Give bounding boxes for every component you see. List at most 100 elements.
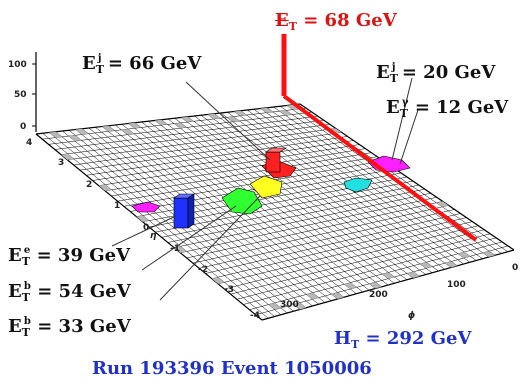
eta-tick-label: 1 (114, 201, 120, 211)
grid-line-phi (95, 127, 319, 305)
shaded-cell (286, 104, 300, 110)
jet2-value: = 20 GeV (401, 62, 496, 83)
shaded-cell (436, 201, 449, 207)
eta-tick-label: 0 (143, 223, 149, 233)
eta-tick-label: 4 (26, 138, 32, 148)
phi-tick-label: 300 (280, 300, 299, 310)
grid-line-phi (266, 107, 483, 259)
grid-line-phi (55, 131, 282, 315)
eta-tick-label: -2 (198, 265, 208, 275)
shaded-cell (306, 292, 319, 300)
shaded-cell (382, 272, 395, 279)
jet2-superscript: j (391, 62, 396, 73)
phi-tick-label: 100 (447, 280, 466, 290)
shaded-cell (61, 153, 74, 160)
shaded-cell (121, 129, 135, 135)
eta-phi-grid (35, 103, 515, 321)
grid-line-phi (167, 118, 389, 286)
grid-line-phi (161, 119, 382, 287)
bjet1-superscript: b (23, 281, 31, 292)
shaded-cell (268, 302, 281, 310)
shaded-cell (293, 302, 307, 310)
shaded-cell (419, 262, 433, 269)
met-line (281, 34, 478, 242)
jet1-label: ETj = 66 GeV (82, 53, 202, 76)
bjet1-leader (141, 205, 237, 271)
shaded-cell (329, 128, 342, 134)
shaded-cell (234, 110, 247, 116)
grid-line-phi (154, 120, 376, 289)
bjet2-subscript: T (21, 326, 30, 339)
shaded-cell (98, 184, 112, 191)
z-tick-label: 0 (20, 122, 26, 132)
met-symbol: E (275, 10, 289, 31)
shaded-cell (407, 271, 420, 278)
jet2-label: ETj = 20 GeV (376, 62, 496, 85)
bjet2-label: ETb = 33 GeV (8, 317, 131, 339)
bjet1-subscript: T (21, 291, 30, 304)
shaded-cell (181, 116, 194, 123)
grid-line-phi (233, 111, 452, 268)
eta-tick-label: 2 (86, 180, 92, 190)
bjet1-towers (221, 187, 263, 215)
bjet2-towers (249, 175, 283, 199)
small-magenta-deposit (131, 201, 161, 213)
electron-symbol: E (8, 245, 22, 266)
eta-tick-label: -1 (170, 244, 180, 254)
jet1-towers (261, 147, 297, 179)
electron-tower (173, 193, 195, 229)
phi-tick-label: 0 (512, 263, 518, 273)
eta-tick-label: -3 (224, 285, 234, 295)
z-tick-label: 100 (8, 60, 27, 70)
eta-tick-label: 3 (58, 158, 64, 168)
shaded-cell (226, 116, 240, 122)
photon-value: = 12 GeV (414, 97, 509, 118)
electron-leader (111, 215, 177, 247)
ht-subscript: T (351, 338, 360, 351)
photon-label: ETγ = 12 GeV (386, 97, 509, 120)
bjet1-label: ETb = 54 GeV (8, 281, 131, 304)
grid-line-phi (49, 132, 275, 317)
ht-label: HT = 292 GeV (334, 328, 472, 351)
jet1-subscript: T (95, 63, 104, 76)
jet1-symbol: E (82, 53, 96, 74)
met-label: ET = 68 GeV (275, 10, 397, 33)
shaded-cell (154, 119, 168, 126)
jet1-value: = 66 GeV (107, 53, 202, 74)
grid-line-phi (214, 113, 433, 273)
grid-line-phi (280, 106, 496, 256)
bjet1-value: = 54 GeV (37, 281, 131, 302)
shaded-cell (102, 125, 115, 132)
photon-superscript: γ (401, 97, 409, 108)
bjet1-symbol: E (8, 281, 22, 302)
grid-line-phi (273, 106, 489, 258)
run-event-label: Run 193396 Event 1050006 (92, 358, 372, 379)
grid-line-phi (88, 127, 313, 307)
jet2-subscript: T (389, 72, 398, 85)
jet1-superscript: j (97, 53, 102, 64)
photon-symbol: E (386, 97, 400, 118)
shaded-cell (260, 107, 273, 113)
ht-symbol: H (334, 328, 352, 349)
grid-line-phi (181, 117, 401, 282)
jet1-leader (185, 81, 271, 161)
ht-value: = 292 GeV (365, 328, 472, 349)
grid-line-phi (108, 125, 332, 301)
shaded-cell (207, 113, 221, 119)
eta-axis-label: η (150, 231, 157, 241)
met-subscript: T (288, 20, 297, 33)
grid-line-phi (174, 118, 395, 284)
jet2-symbol: E (376, 62, 390, 83)
eta-tick-label: -4 (250, 311, 260, 321)
photon-subscript: T (399, 107, 408, 120)
phi-axis-label: ϕ (408, 311, 415, 321)
grid-line-phi (101, 126, 326, 303)
shaded-cell (444, 261, 458, 268)
shaded-cell (344, 282, 357, 289)
shaded-cell (457, 252, 471, 258)
photon-leader (399, 109, 419, 165)
shaded-cell (174, 246, 187, 253)
grid-line-phi (299, 103, 515, 251)
grid-line-phi (227, 112, 445, 270)
